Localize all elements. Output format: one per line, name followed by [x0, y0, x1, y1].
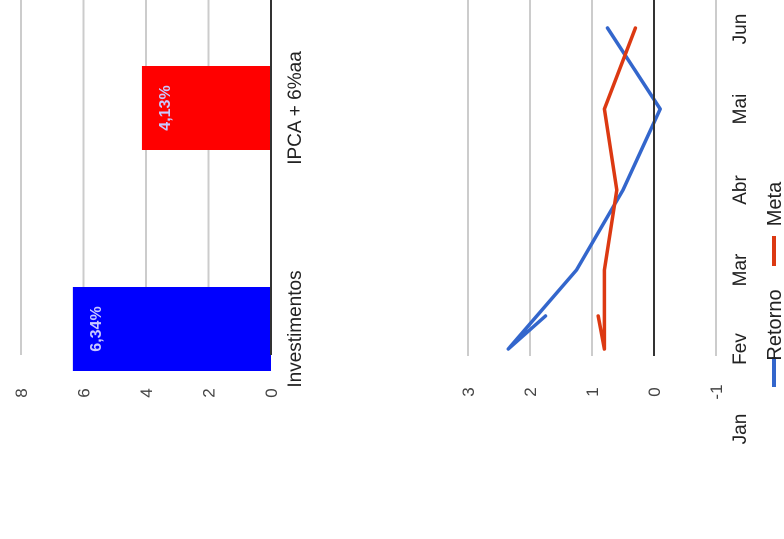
line-x-tick-label: Mar	[730, 253, 751, 286]
line-y-tick-label: 3	[459, 387, 478, 396]
bar-x-tick-label: 0	[262, 388, 281, 397]
bar-data-label: 4,13%	[157, 85, 174, 130]
bar-x-tick-label: 8	[12, 388, 31, 397]
line-chart: -1 0 1 2 3 Jan Fev Mar Abr Mai Jun Retorno Meta	[459, 0, 784, 444]
bar-chart: 0 2 4 6 8 6,34% Investimentos 4,13% IPCA + 6%aa	[12, 0, 306, 398]
line-x-tick-label: Jun	[730, 14, 751, 45]
series-line-retorno	[506, 26, 662, 351]
legend-label-retorno: Retorno	[764, 289, 784, 360]
legend-label-meta: Meta	[764, 181, 784, 226]
line-y-tick-label: 0	[645, 387, 664, 396]
bar-x-tick-label: 2	[200, 388, 219, 397]
series-line-meta	[596, 26, 638, 351]
line-y-tick-label: 1	[583, 387, 602, 396]
bar-data-label: 6,34%	[88, 306, 105, 351]
line-x-tick-label: Mai	[730, 94, 751, 125]
bar-category-label: Investimentos	[285, 270, 306, 387]
bar-0	[72, 287, 271, 371]
line-x-tick-label: Jan	[730, 414, 751, 445]
line-x-tick-label: Abr	[730, 175, 751, 205]
line-legend: Retorno Meta	[764, 181, 784, 387]
bar-1	[141, 66, 271, 150]
bar-x-tick-label: 4	[137, 388, 156, 397]
line-y-tick-label: -1	[707, 384, 726, 399]
bar-x-tick-label: 6	[75, 388, 94, 397]
line-y-tick-label: 2	[521, 387, 540, 396]
bar-category-label: IPCA + 6%aa	[285, 51, 306, 165]
line-x-tick-label: Fev	[730, 333, 751, 365]
